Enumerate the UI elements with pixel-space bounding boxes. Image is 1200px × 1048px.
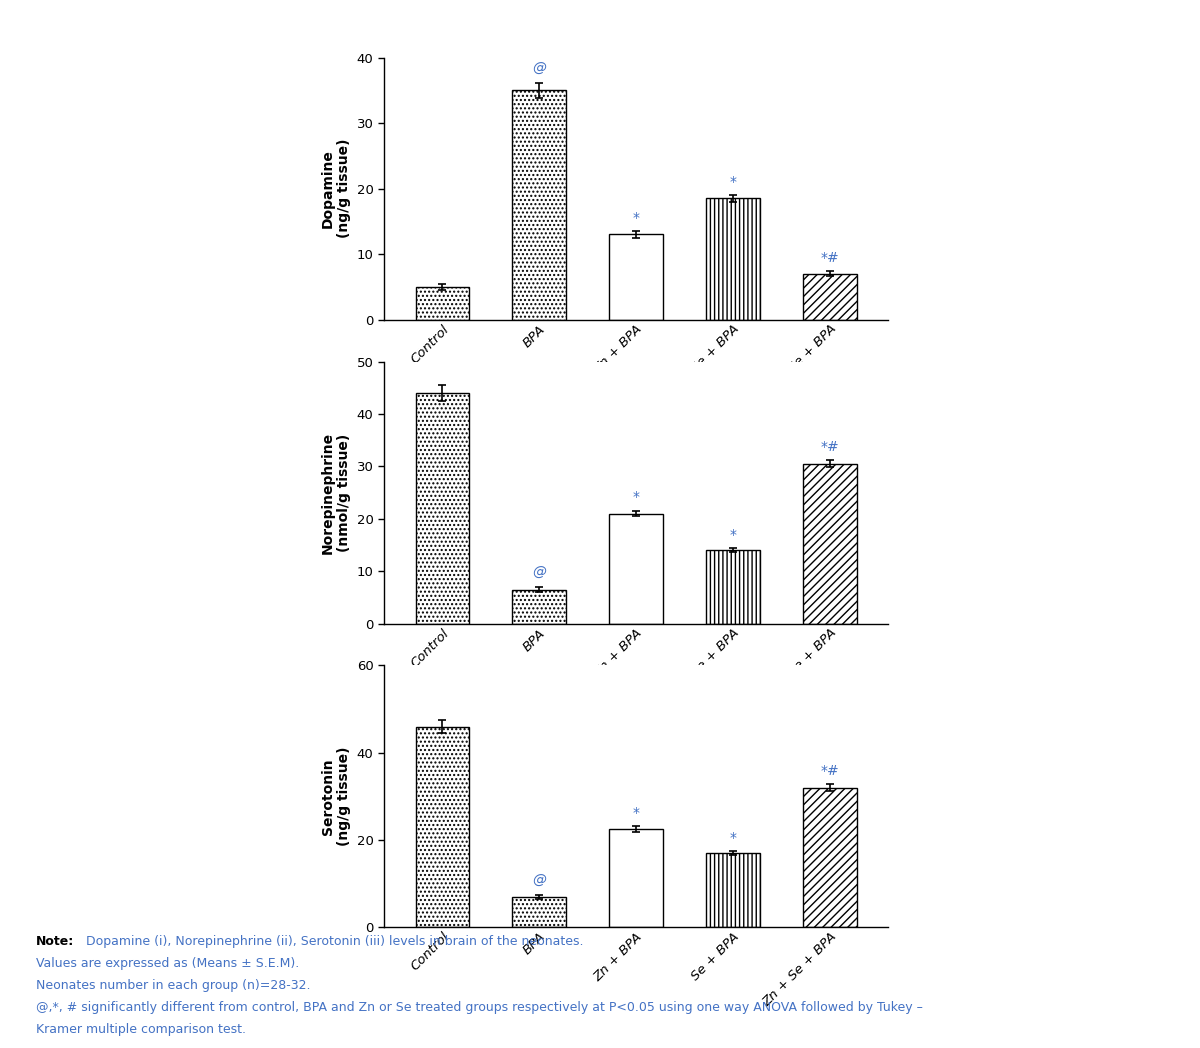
Bar xyxy=(610,235,662,320)
Bar xyxy=(803,274,857,320)
Bar xyxy=(512,90,565,320)
Text: Note:: Note: xyxy=(36,935,74,947)
Bar xyxy=(415,726,469,927)
Bar xyxy=(707,550,760,624)
Text: @: @ xyxy=(532,566,546,581)
Text: @,*, # significantly different from control, BPA and Zn or Se treated groups res: @,*, # significantly different from cont… xyxy=(36,1001,923,1013)
Text: *#: *# xyxy=(821,439,839,454)
Bar xyxy=(610,514,662,624)
Y-axis label: Norepinephrine
(nmol/g tissue): Norepinephrine (nmol/g tissue) xyxy=(320,432,352,553)
Text: Kramer multiple comparison test.: Kramer multiple comparison test. xyxy=(36,1023,246,1035)
Text: @: @ xyxy=(532,62,546,77)
Text: *: * xyxy=(632,806,640,820)
Text: *#: *# xyxy=(821,250,839,265)
Bar xyxy=(707,853,760,927)
Text: *: * xyxy=(632,211,640,224)
Bar xyxy=(512,589,565,624)
Text: *#: *# xyxy=(821,764,839,778)
Y-axis label: Dopamine
(ng/g tissue): Dopamine (ng/g tissue) xyxy=(320,139,352,238)
Bar xyxy=(610,829,662,927)
Bar xyxy=(415,393,469,624)
Text: *: * xyxy=(730,830,737,845)
Bar xyxy=(512,897,565,927)
Bar xyxy=(415,287,469,320)
Text: @: @ xyxy=(532,874,546,889)
Text: Dopamine (i), Norepinephrine (ii), Serotonin (iii) levels in brain of the neonat: Dopamine (i), Norepinephrine (ii), Serot… xyxy=(82,935,583,947)
Bar xyxy=(803,463,857,624)
Bar xyxy=(707,198,760,320)
Text: *: * xyxy=(730,527,737,542)
Text: *: * xyxy=(730,175,737,189)
Text: *: * xyxy=(632,490,640,504)
Text: Neonates number in each group (n)=28-32.: Neonates number in each group (n)=28-32. xyxy=(36,979,311,991)
Bar xyxy=(803,788,857,927)
Text: Values are expressed as (Means ± S.E.M).: Values are expressed as (Means ± S.E.M). xyxy=(36,957,299,969)
Y-axis label: Serotonin
(ng/g tissue): Serotonin (ng/g tissue) xyxy=(320,747,352,846)
